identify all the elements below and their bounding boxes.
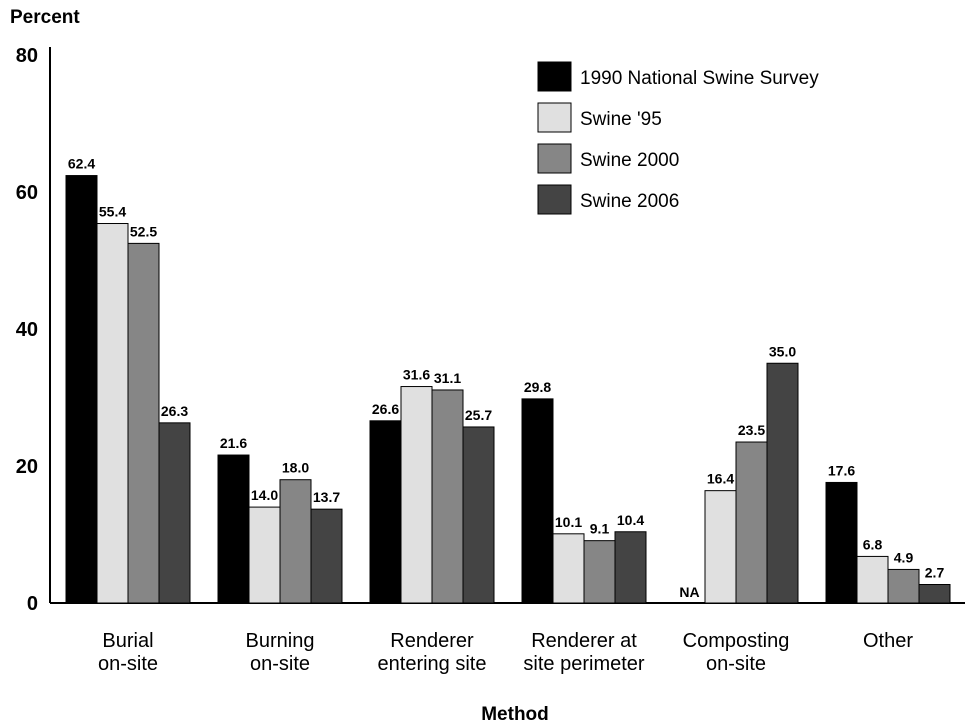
bar [158, 422, 191, 604]
bar [431, 389, 464, 604]
y-axis: 0 20 40 60 80 [16, 45, 51, 615]
y-tick-label: 60 [16, 182, 38, 204]
legend-swatch [537, 143, 572, 174]
data-label: 25.7 [465, 407, 492, 423]
bar [766, 362, 799, 604]
data-label: 55.4 [99, 204, 126, 220]
data-label: 26.3 [161, 403, 188, 419]
x-category-label: Burning on-site [246, 630, 315, 675]
bar [521, 398, 554, 604]
data-label: 23.5 [738, 422, 765, 438]
bar [96, 223, 129, 604]
x-category-label: Burial on-site [98, 630, 158, 675]
data-label: 62.4 [68, 156, 95, 172]
bars-group: 62.4 55.452.5 26.3 21.6 14.018.013.7 26.6 31.6… [65, 156, 951, 604]
bar [248, 506, 281, 604]
data-label: 17.6 [828, 462, 855, 478]
legend: 1990 National Swine Survey Swine '95 Swine… [537, 61, 819, 215]
y-axis-title: Percent [10, 7, 80, 28]
bar [614, 531, 647, 604]
bar [825, 481, 858, 604]
legend-swatch [537, 102, 572, 133]
data-label-na: NA [679, 584, 699, 600]
bar [310, 508, 343, 604]
data-label: 14.0 [251, 487, 278, 503]
y-tick-label: 40 [16, 319, 38, 341]
data-label: 35.0 [769, 343, 796, 359]
data-label: 31.1 [434, 370, 461, 386]
x-axis: Burial on-site Burning on-site Renderer enter… [50, 602, 965, 675]
data-label: 31.6 [403, 367, 430, 383]
bar [704, 490, 737, 604]
data-label: 9.1 [590, 521, 610, 537]
data-label: 4.9 [894, 549, 914, 565]
bar [552, 533, 585, 604]
bar [735, 441, 768, 604]
data-label: 10.4 [617, 512, 644, 528]
data-label: 21.6 [220, 435, 247, 451]
x-axis-title: Method [481, 704, 549, 725]
x-category-label: Renderer entering site [378, 630, 487, 675]
legend-swatch [537, 184, 572, 215]
bar [583, 540, 616, 604]
legend-swatch [537, 61, 572, 92]
bar [462, 426, 495, 604]
data-label: 16.4 [707, 471, 734, 487]
bar [856, 555, 889, 604]
data-label: 52.5 [130, 223, 157, 239]
x-category-label: Other [863, 630, 913, 652]
x-category-label: Composting on-site [683, 630, 790, 675]
legend-label: Swine 2000 [580, 150, 679, 171]
y-tick-label: 0 [27, 593, 38, 615]
legend-label: 1990 National Swine Survey [580, 68, 819, 89]
data-label: 18.0 [282, 460, 309, 476]
legend-label: Swine '95 [580, 109, 662, 130]
data-label: 10.1 [555, 514, 582, 530]
bar [369, 420, 402, 604]
data-label: 26.6 [372, 401, 399, 417]
x-category-label: Renderer at site perimeter [523, 630, 644, 675]
data-label: 29.8 [524, 379, 551, 395]
bar [918, 584, 951, 604]
bar [279, 479, 312, 604]
bar [400, 386, 433, 604]
bar [65, 175, 98, 604]
data-label: 6.8 [863, 536, 883, 552]
y-tick-label: 80 [16, 45, 38, 67]
data-label: 13.7 [313, 489, 340, 505]
bar [127, 242, 160, 604]
bar [217, 454, 250, 604]
bar [887, 568, 920, 604]
legend-label: Swine 2006 [580, 191, 679, 212]
y-tick-label: 20 [16, 456, 38, 478]
data-label: 2.7 [925, 565, 945, 581]
